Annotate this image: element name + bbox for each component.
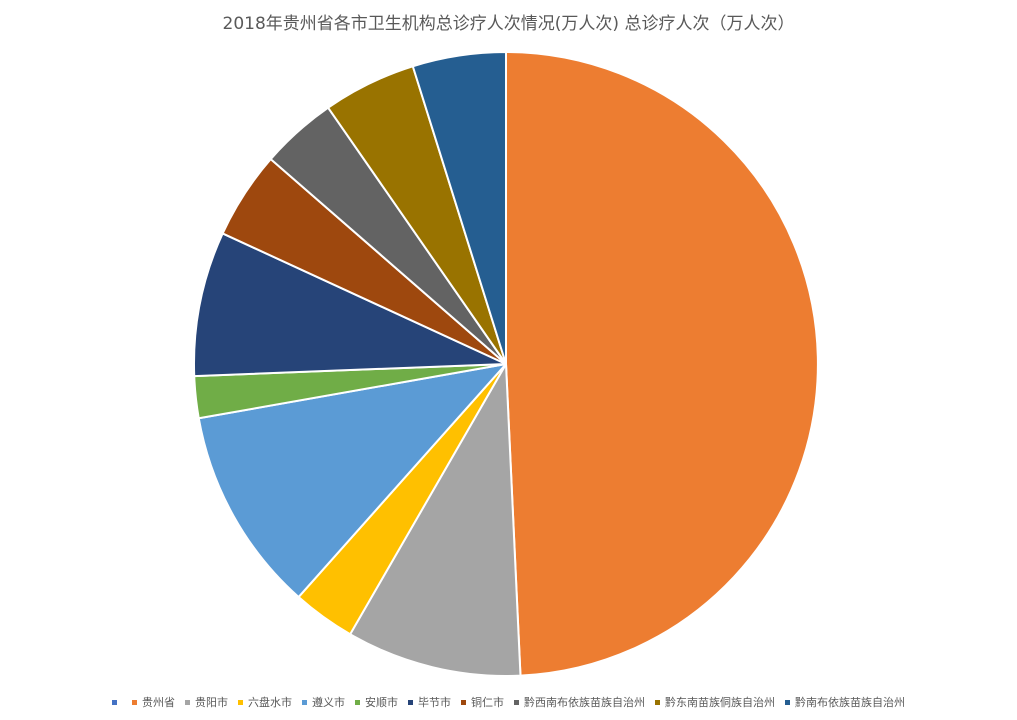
legend-swatch bbox=[185, 699, 190, 705]
legend-label: 六盘水市 bbox=[248, 696, 292, 709]
legend-swatch bbox=[238, 699, 243, 705]
pie-chart bbox=[193, 51, 819, 677]
legend-item: 毕节市 bbox=[408, 694, 451, 710]
legend-item: 贵州省 bbox=[132, 694, 175, 710]
legend-label: 黔南布依族苗族自治州 bbox=[795, 696, 905, 709]
legend-item: 黔西南布依族苗族自治州 bbox=[514, 694, 645, 710]
legend-swatch bbox=[785, 699, 790, 705]
legend-swatch bbox=[514, 699, 519, 705]
legend-label: 黔东南苗族侗族自治州 bbox=[665, 696, 775, 709]
legend-swatch bbox=[302, 699, 307, 705]
legend-item: 黔东南苗族侗族自治州 bbox=[655, 694, 775, 710]
legend-swatch bbox=[655, 699, 660, 705]
chart-legend: 贵州省 贵阳市 六盘水市 遵义市 安顺市 毕节市 铜仁市 黔西南布依族苗族自治州 黔东南苗族侗族… bbox=[0, 694, 1017, 710]
pie-slice bbox=[193, 232, 507, 378]
legend-swatch bbox=[355, 699, 360, 705]
legend-label: 遵义市 bbox=[312, 696, 345, 709]
legend-label: 黔西南布依族苗族自治州 bbox=[524, 696, 645, 709]
pie-slice bbox=[197, 363, 507, 599]
legend-label: 贵州省 bbox=[142, 696, 175, 709]
legend-swatch bbox=[408, 699, 413, 705]
legend-label: 贵阳市 bbox=[195, 696, 228, 709]
legend-label: 毕节市 bbox=[418, 696, 451, 709]
legend-item: 黔南布依族苗族自治州 bbox=[785, 694, 905, 710]
legend-item bbox=[112, 699, 122, 705]
pie-slice bbox=[411, 51, 507, 365]
legend-item: 安顺市 bbox=[355, 694, 398, 710]
pie-slice bbox=[349, 363, 522, 677]
legend-item: 铜仁市 bbox=[461, 694, 504, 710]
legend-item: 遵义市 bbox=[302, 694, 345, 710]
legend-swatch bbox=[112, 699, 117, 705]
legend-swatch bbox=[461, 699, 466, 705]
legend-item: 贵阳市 bbox=[185, 694, 228, 710]
chart-title: 2018年贵州省各市卫生机构总诊疗人次情况(万人次) 总诊疗人次（万人次） bbox=[222, 14, 795, 34]
legend-item: 六盘水市 bbox=[238, 694, 292, 710]
legend-label: 安顺市 bbox=[365, 696, 398, 709]
legend-swatch bbox=[132, 699, 137, 705]
pie-slice bbox=[505, 51, 819, 677]
legend-label: 铜仁市 bbox=[471, 696, 504, 709]
